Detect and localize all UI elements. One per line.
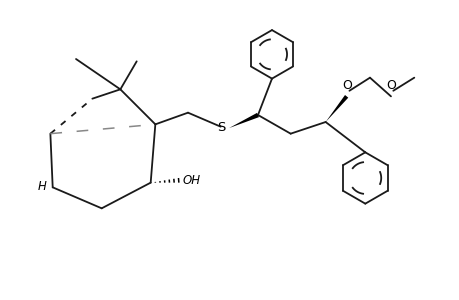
Text: S: S [217,121,225,134]
Text: O: O [341,79,351,92]
Text: H: H [37,180,46,193]
Text: OH: OH [182,174,200,187]
Text: O: O [386,79,396,92]
Polygon shape [229,113,258,128]
Polygon shape [325,95,347,122]
